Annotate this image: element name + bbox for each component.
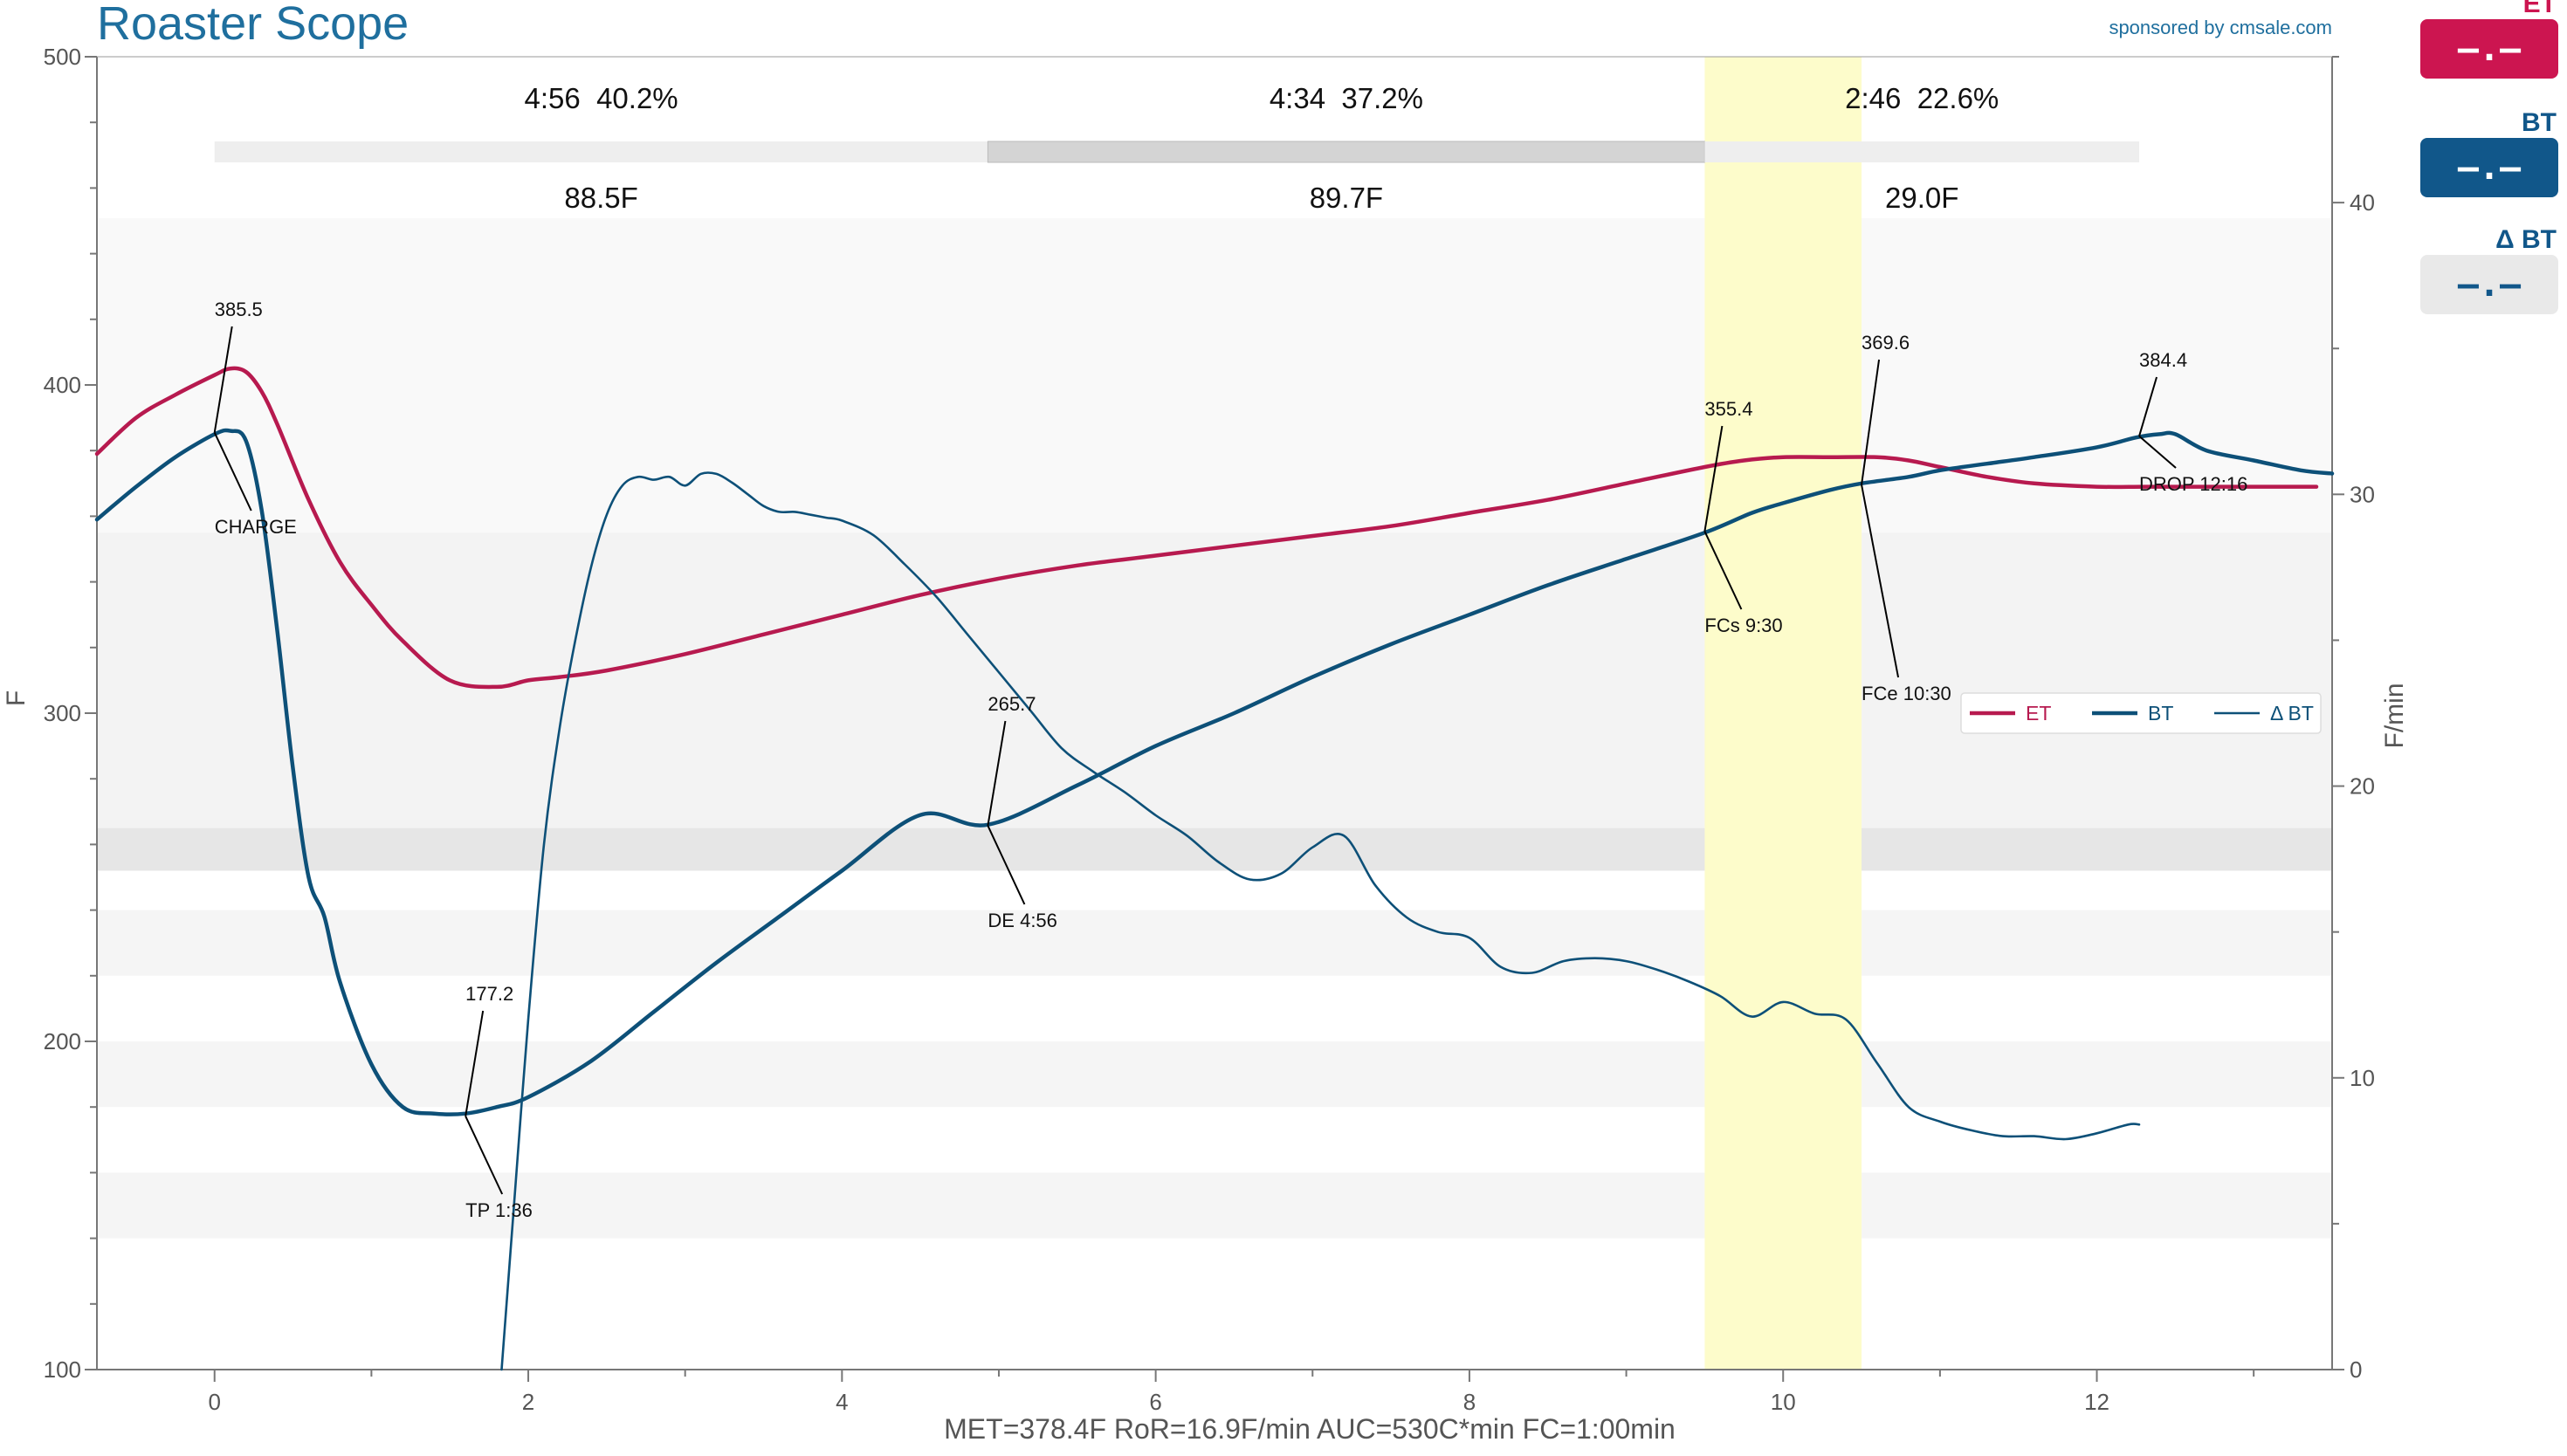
series-lines xyxy=(94,366,2335,1371)
legend[interactable]: ET BT Δ BT xyxy=(1960,692,2322,734)
x-tick-label: 12 xyxy=(2084,1389,2109,1415)
annotation-event: DROP 12:16 xyxy=(2139,473,2247,495)
x-tick-label: 2 xyxy=(522,1389,534,1415)
phase-delta: 88.5F xyxy=(564,182,637,214)
y-tick-label-left: 200 xyxy=(44,1028,81,1054)
phase-time-percent: 4:56 40.2% xyxy=(525,82,678,114)
lcd-label: ET xyxy=(2522,0,2557,18)
phase-delta: 89.7F xyxy=(1310,182,1383,214)
annotation-leader-value xyxy=(213,326,233,433)
annotation-value: 177.2 xyxy=(465,983,513,1005)
y-tick-label-left: 100 xyxy=(44,1356,81,1383)
y-tick-label-right: 10 xyxy=(2350,1065,2375,1091)
phase-time-percent: 2:46 22.6% xyxy=(1845,82,1999,114)
background-band xyxy=(97,218,2332,533)
background-band xyxy=(97,828,2332,871)
background-bands xyxy=(97,57,2332,1370)
phase-bar-segment xyxy=(987,141,1705,163)
y-axis-label-left: F xyxy=(2,690,31,706)
annotation-leader-event xyxy=(1703,531,1743,610)
lcd-label: BT xyxy=(2522,108,2557,137)
annotation-event: DE 4:56 xyxy=(988,910,1057,931)
delta-bt-curve xyxy=(500,471,2141,1371)
legend-box xyxy=(1960,692,2322,734)
et-curve xyxy=(94,366,2319,690)
annotation-leader-value xyxy=(465,1010,485,1116)
y-tick-label-left: 400 xyxy=(44,372,81,398)
y-tick-label-right: 20 xyxy=(2350,773,2375,800)
annotation-value: 384.4 xyxy=(2139,349,2187,371)
annotation-event: FCs 9:30 xyxy=(1704,615,1782,636)
x-tick-label: 10 xyxy=(1771,1389,1796,1415)
annotation-leader-event xyxy=(465,1116,504,1195)
y-tick-label-left: 500 xyxy=(44,44,81,70)
y-tick-label-right: 30 xyxy=(2350,481,2375,507)
legend-label: Δ BT xyxy=(2270,702,2314,725)
phase-bar-segment xyxy=(1704,141,2140,162)
legend-label: ET xyxy=(2026,702,2051,725)
phase-time-percent: 4:34 37.2% xyxy=(1270,82,1423,114)
event-annotations: 385.5 CHARGE 177.2 TP 1:36 265.7 DE 4:56 355.4… xyxy=(213,299,2247,1221)
annotation-leader-value xyxy=(1703,425,1724,532)
lcd-readout: –.– xyxy=(2420,138,2558,197)
annotation-event: CHARGE xyxy=(215,516,297,538)
x-tick-label: 4 xyxy=(836,1389,848,1415)
y-tick-label-right: 40 xyxy=(2350,189,2375,216)
phase-delta: 29.0F xyxy=(1885,182,1958,214)
annotation-value: 355.4 xyxy=(1704,398,1752,420)
lcd-readout: –.– xyxy=(2420,255,2558,314)
background-band xyxy=(97,1041,2332,1108)
app-title: Roaster Scope xyxy=(97,0,409,50)
annotation-value: 385.5 xyxy=(215,299,263,320)
background-band xyxy=(97,910,2332,976)
annotation-event: FCe 10:30 xyxy=(1862,683,1951,704)
annotation-leader-value xyxy=(1861,359,1881,485)
annotation-value: 369.6 xyxy=(1862,332,1910,354)
y-tick-label-right: 0 xyxy=(2350,1356,2362,1383)
bt-curve xyxy=(94,428,2335,1116)
phases-bar: 4:56 40.2% 88.5F 4:34 37.2% 89.7F 2:46 22.6%… xyxy=(214,82,2140,214)
axes: 0 2 4 6 8 10 12 100 200 300 400 500 0 10 20 30 40 xyxy=(44,44,2375,1415)
x-tick-label: 0 xyxy=(209,1389,221,1415)
lcd-readout: –.– xyxy=(2420,19,2558,79)
x-tick-label: 8 xyxy=(1463,1389,1476,1415)
statistics-line: MET=378.4F RoR=16.9F/min AUC=530C*min FC… xyxy=(944,1413,1676,1445)
annotation-leader-event xyxy=(2138,435,2177,469)
annotation-leader-value xyxy=(987,720,1007,827)
annotation-leader-event xyxy=(213,432,252,512)
phases-area-background xyxy=(97,57,2332,218)
sponsor-text[interactable]: sponsored by cmsale.com xyxy=(2109,17,2332,38)
annotation-leader-event xyxy=(1861,484,1900,678)
phase-bar-segment xyxy=(214,141,988,162)
first-crack-band xyxy=(1704,57,1862,1370)
annotation-leader-value xyxy=(2138,376,2158,436)
background-band xyxy=(97,1172,2332,1239)
legend-label: BT xyxy=(2148,702,2173,725)
lcd-label: Δ BT xyxy=(2495,225,2557,254)
y-axis-label-right: F/min xyxy=(2380,683,2409,749)
x-tick-label: 6 xyxy=(1149,1389,1161,1415)
annotation-event: TP 1:36 xyxy=(465,1199,533,1221)
annotation-value: 265.7 xyxy=(988,693,1036,715)
y-tick-label-left: 300 xyxy=(44,700,81,726)
background-band xyxy=(97,532,2332,828)
annotation-leader-event xyxy=(987,825,1026,905)
